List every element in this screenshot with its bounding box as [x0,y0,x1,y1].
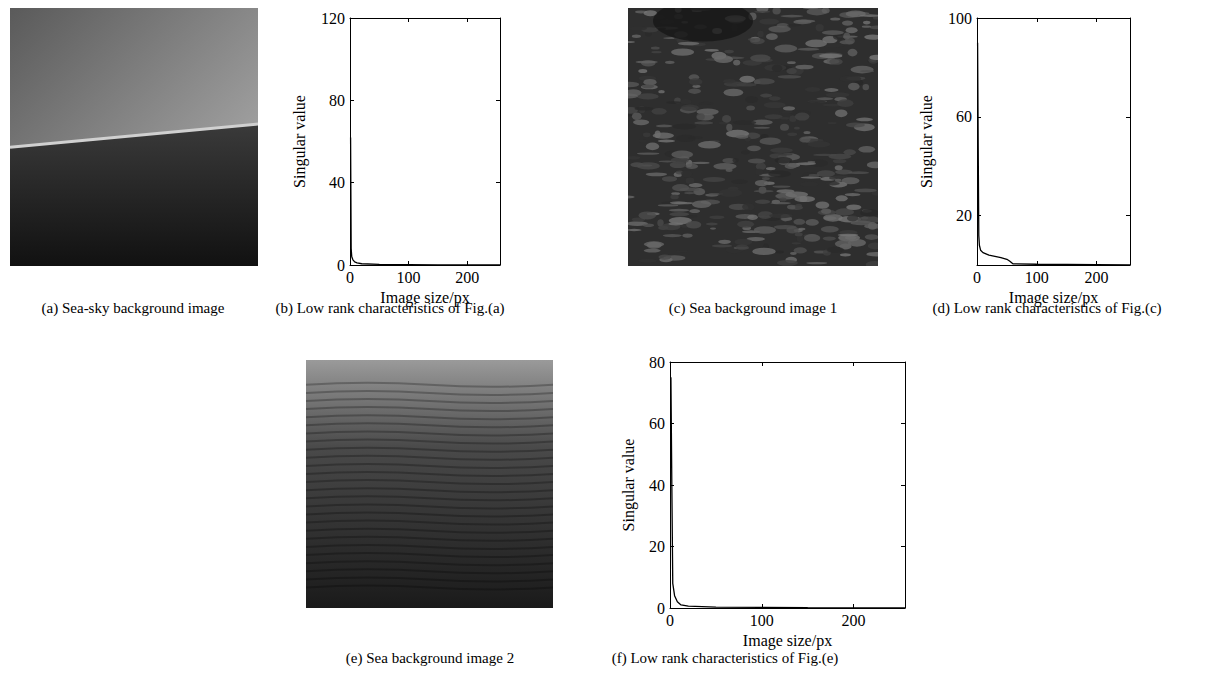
svg-text:80: 80 [649,354,665,371]
svg-text:200: 200 [1085,269,1109,286]
svg-text:0: 0 [346,269,354,286]
svg-text:0: 0 [666,612,674,629]
svg-text:200: 200 [842,612,866,629]
svg-text:100: 100 [948,10,972,27]
svg-text:60: 60 [649,415,665,432]
svg-text:Image size/px: Image size/px [743,632,832,650]
svg-text:200: 200 [455,269,479,286]
svg-text:40: 40 [329,174,345,191]
svg-text:80: 80 [329,92,345,109]
svg-text:60: 60 [956,108,972,125]
svg-text:0: 0 [657,600,665,617]
svg-text:40: 40 [649,477,665,494]
svg-text:20: 20 [649,538,665,555]
svg-text:Singular value: Singular value [918,95,936,188]
svg-text:0: 0 [337,257,345,274]
svg-text:120: 120 [321,10,345,27]
svg-text:20: 20 [956,207,972,224]
svg-text:Singular value: Singular value [620,439,638,532]
svg-text:Singular value: Singular value [291,95,309,188]
svg-text:100: 100 [750,612,774,629]
svg-text:100: 100 [1025,269,1049,286]
svg-text:0: 0 [973,269,981,286]
svg-text:100: 100 [397,269,421,286]
